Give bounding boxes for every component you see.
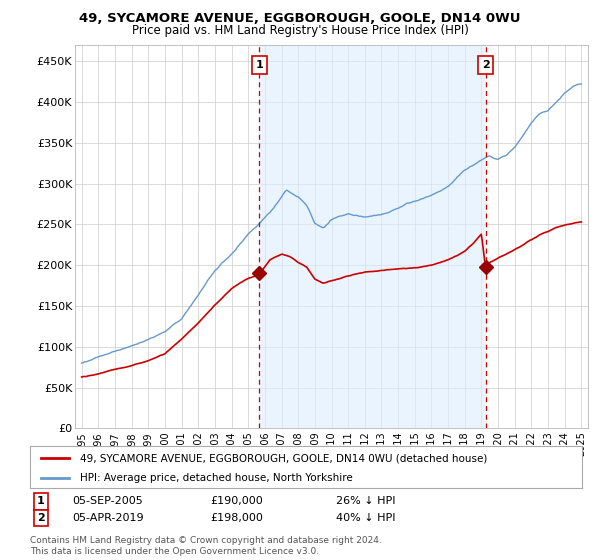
Text: 40% ↓ HPI: 40% ↓ HPI xyxy=(336,513,395,523)
Text: £190,000: £190,000 xyxy=(210,496,263,506)
Text: 26% ↓ HPI: 26% ↓ HPI xyxy=(336,496,395,506)
Text: 05-APR-2019: 05-APR-2019 xyxy=(72,513,143,523)
Text: Contains HM Land Registry data © Crown copyright and database right 2024.
This d: Contains HM Land Registry data © Crown c… xyxy=(30,536,382,556)
Bar xyxy=(259,45,485,428)
Text: £198,000: £198,000 xyxy=(210,513,263,523)
Text: 2: 2 xyxy=(482,60,490,70)
Text: 1: 1 xyxy=(37,496,44,506)
Text: 2: 2 xyxy=(37,513,44,523)
Text: 1: 1 xyxy=(256,60,263,70)
Text: 05-SEP-2005: 05-SEP-2005 xyxy=(72,496,143,506)
Text: Price paid vs. HM Land Registry's House Price Index (HPI): Price paid vs. HM Land Registry's House … xyxy=(131,24,469,36)
Text: 49, SYCAMORE AVENUE, EGGBOROUGH, GOOLE, DN14 0WU (detached house): 49, SYCAMORE AVENUE, EGGBOROUGH, GOOLE, … xyxy=(80,453,487,463)
Text: 49, SYCAMORE AVENUE, EGGBOROUGH, GOOLE, DN14 0WU: 49, SYCAMORE AVENUE, EGGBOROUGH, GOOLE, … xyxy=(79,12,521,25)
Text: HPI: Average price, detached house, North Yorkshire: HPI: Average price, detached house, Nort… xyxy=(80,473,352,483)
